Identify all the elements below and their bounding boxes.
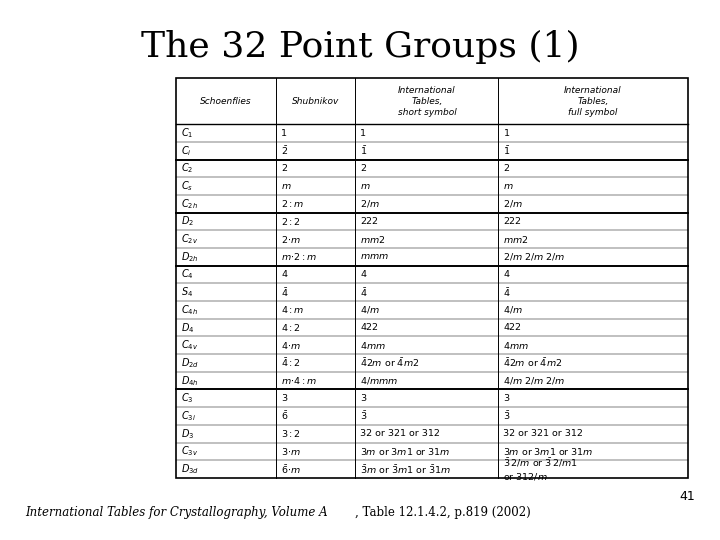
Text: $m$: $m$: [281, 181, 292, 191]
Text: $\bar{4}$: $\bar{4}$: [281, 286, 289, 299]
Text: Shubnikov: Shubnikov: [292, 97, 339, 106]
Text: $2/m$: $2/m$: [503, 198, 523, 210]
Text: $4/m$: $4/m$: [503, 305, 523, 315]
Text: $C_3$: $C_3$: [181, 392, 194, 405]
Text: $C_i$: $C_i$: [181, 144, 192, 158]
Text: $\bar{6}$: $\bar{6}$: [281, 409, 289, 422]
Text: 32 or 321 or 312: 32 or 321 or 312: [503, 429, 583, 438]
Text: 32 or 321 or 312: 32 or 321 or 312: [360, 429, 440, 438]
Text: 1: 1: [281, 129, 287, 138]
Text: $3{\cdot}m$: $3{\cdot}m$: [281, 446, 301, 457]
Text: $D_3$: $D_3$: [181, 427, 194, 441]
Text: $m$: $m$: [360, 181, 371, 191]
Text: $C_{4v}$: $C_{4v}$: [181, 339, 199, 352]
Text: $D_4$: $D_4$: [181, 321, 195, 334]
Text: 4: 4: [360, 270, 366, 279]
Text: $C_{2v}$: $C_{2v}$: [181, 232, 199, 246]
Text: $\bar{2}$: $\bar{2}$: [281, 144, 289, 157]
Text: $D_2$: $D_2$: [181, 214, 194, 228]
Text: 2: 2: [281, 164, 287, 173]
Text: $4{\cdot}m$: $4{\cdot}m$: [281, 340, 301, 351]
Text: $2{\cdot}m$: $2{\cdot}m$: [281, 234, 301, 245]
Text: $2/m$: $2/m$: [360, 198, 380, 210]
Text: 422: 422: [503, 323, 521, 332]
Text: $D_{2d}$: $D_{2d}$: [181, 356, 199, 370]
Text: 3: 3: [281, 394, 287, 403]
Text: 4: 4: [281, 270, 287, 279]
Bar: [176, 78, 688, 478]
Text: $3:2$: $3:2$: [281, 428, 301, 439]
Text: 2: 2: [360, 164, 366, 173]
Text: $\bar{1}$: $\bar{1}$: [503, 144, 510, 157]
Text: $m$: $m$: [503, 181, 514, 191]
Text: 2: 2: [503, 164, 510, 173]
Text: $\bar{3}\,2/m$ or $\bar{3}\,2/m1$
or $312/m$: $\bar{3}\,2/m$ or $\bar{3}\,2/m1$ or $31…: [503, 456, 579, 482]
Text: $D_{3d}$: $D_{3d}$: [181, 462, 199, 476]
Text: $\bar{4}$: $\bar{4}$: [360, 286, 368, 299]
Text: $\bar{4}2m$ or $\bar{4}m2$: $\bar{4}2m$ or $\bar{4}m2$: [503, 356, 563, 369]
Text: $\bar{4}$: $\bar{4}$: [503, 286, 511, 299]
Text: $\bar{3}m$ or $\bar{3}m1$ or $\bar{3}1m$: $\bar{3}m$ or $\bar{3}m1$ or $\bar{3}1m$: [360, 463, 451, 476]
Text: 41: 41: [679, 490, 695, 503]
Text: 222: 222: [360, 217, 379, 226]
Text: $4/m$: $4/m$: [360, 305, 380, 315]
Text: $S_4$: $S_4$: [181, 285, 194, 299]
Text: International
Tables,
full symbol: International Tables, full symbol: [564, 86, 622, 117]
Text: The 32 Point Groups (1): The 32 Point Groups (1): [140, 30, 580, 64]
Text: $mmm$: $mmm$: [360, 252, 390, 261]
Text: $C_4$: $C_4$: [181, 268, 194, 281]
Text: $C_{2h}$: $C_{2h}$: [181, 197, 199, 211]
Text: $C_s$: $C_s$: [181, 179, 194, 193]
Text: 422: 422: [360, 323, 379, 332]
Text: 1: 1: [503, 129, 510, 138]
Text: 222: 222: [503, 217, 521, 226]
Text: $D_{4h}$: $D_{4h}$: [181, 374, 199, 388]
Text: 1: 1: [360, 129, 366, 138]
Text: $4:m$: $4:m$: [281, 305, 305, 315]
Text: 3: 3: [503, 394, 510, 403]
Text: $C_1$: $C_1$: [181, 126, 194, 140]
Text: International Tables for Crystallography, Volume A: International Tables for Crystallography…: [25, 507, 328, 519]
Text: $2/m\;2/m\;2/m$: $2/m\;2/m\;2/m$: [503, 252, 565, 262]
Text: $2:2$: $2:2$: [281, 216, 301, 227]
Text: $\bar{4}:2$: $\bar{4}:2$: [281, 356, 301, 369]
Text: $\bar{3}$: $\bar{3}$: [360, 409, 368, 422]
Text: $D_{2h}$: $D_{2h}$: [181, 250, 199, 264]
Text: $4mm$: $4mm$: [360, 340, 386, 351]
Text: $C_{3i}$: $C_{3i}$: [181, 409, 197, 423]
Text: $3m$ or $3m1$ or $31m$: $3m$ or $3m1$ or $31m$: [503, 446, 594, 457]
Text: $C_{3v}$: $C_{3v}$: [181, 444, 199, 458]
Text: $C_{4h}$: $C_{4h}$: [181, 303, 199, 317]
Text: $mm2$: $mm2$: [360, 234, 386, 245]
Text: $\bar{1}$: $\bar{1}$: [360, 144, 368, 157]
Text: $2:m$: $2:m$: [281, 198, 305, 210]
Text: $m{\cdot}4:m$: $m{\cdot}4:m$: [281, 375, 317, 386]
Text: $\bar{4}2m$ or $\bar{4}m2$: $\bar{4}2m$ or $\bar{4}m2$: [360, 356, 420, 369]
Text: $mm2$: $mm2$: [503, 234, 529, 245]
Text: 4: 4: [503, 270, 510, 279]
Text: $m{\cdot}2:m$: $m{\cdot}2:m$: [281, 252, 317, 262]
Text: $\bar{3}$: $\bar{3}$: [503, 409, 511, 422]
Text: $\bar{6}{\cdot}m$: $\bar{6}{\cdot}m$: [281, 463, 301, 476]
Text: Schoenflies: Schoenflies: [200, 97, 252, 106]
Text: $C_2$: $C_2$: [181, 161, 194, 176]
Text: $4mm$: $4mm$: [503, 340, 529, 351]
Text: $4/m\;2/m\;2/m$: $4/m\;2/m\;2/m$: [503, 375, 565, 386]
Text: 3: 3: [360, 394, 366, 403]
Text: $4:2$: $4:2$: [281, 322, 301, 333]
Text: International
Tables,
short symbol: International Tables, short symbol: [397, 86, 456, 117]
Text: $3m$ or $3m1$ or $31m$: $3m$ or $3m1$ or $31m$: [360, 446, 451, 457]
Text: $4/mmm$: $4/mmm$: [360, 375, 399, 386]
Text: , Table 12.1.4.2, p.819 (2002): , Table 12.1.4.2, p.819 (2002): [355, 507, 531, 519]
